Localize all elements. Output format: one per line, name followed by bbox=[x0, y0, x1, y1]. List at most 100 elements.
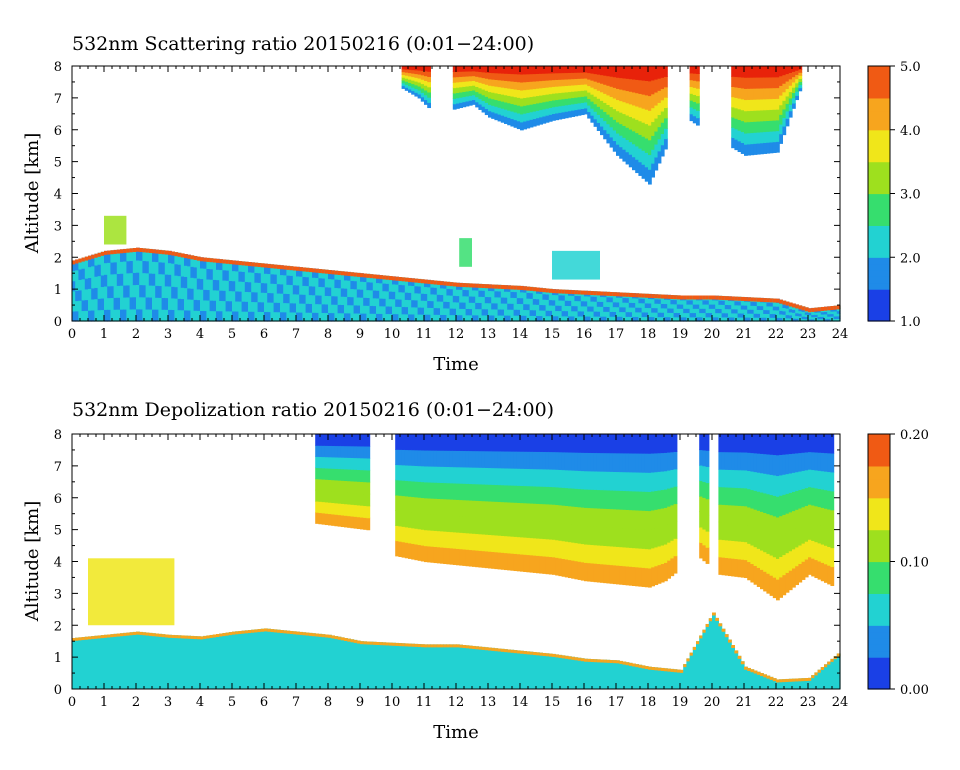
heatmap-cell bbox=[657, 90, 662, 103]
heatmap-cell bbox=[251, 272, 255, 283]
heatmap-cell bbox=[308, 285, 313, 296]
heatmap-cell bbox=[680, 308, 684, 314]
heatmap-cell bbox=[468, 289, 473, 297]
heatmap-cell bbox=[724, 634, 729, 689]
heatmap-cell bbox=[782, 314, 787, 319]
heatmap-cell bbox=[158, 309, 163, 322]
heatmap-cell bbox=[171, 286, 175, 299]
heatmap-cell bbox=[654, 303, 659, 309]
heatmap-cell bbox=[532, 520, 537, 539]
heatmap-cell bbox=[110, 297, 115, 310]
heatmap-cell bbox=[603, 526, 607, 547]
heatmap-cell bbox=[702, 434, 707, 451]
heatmap-cell bbox=[513, 536, 518, 554]
heatmap-cell bbox=[638, 510, 643, 530]
heatmap-cell bbox=[324, 479, 329, 492]
heatmap-cell bbox=[264, 628, 268, 689]
heatmap-cell bbox=[120, 309, 124, 322]
heatmap-cell bbox=[552, 653, 556, 657]
heatmap-cell bbox=[427, 513, 431, 531]
heatmap-cell bbox=[337, 287, 342, 297]
heatmap-cell bbox=[644, 66, 649, 81]
heatmap-cell bbox=[827, 546, 831, 566]
heatmap-cell bbox=[600, 66, 604, 76]
heatmap-cell bbox=[478, 308, 483, 316]
heatmap-cell bbox=[526, 451, 531, 470]
heatmap-cell bbox=[446, 515, 451, 532]
heatmap-cell bbox=[305, 312, 310, 322]
x-tick-label: 11 bbox=[416, 327, 433, 342]
heatmap-cell bbox=[206, 310, 211, 322]
heatmap-cell bbox=[235, 260, 239, 265]
heatmap-cell bbox=[664, 668, 668, 672]
heatmap-cell bbox=[500, 484, 505, 503]
heatmap-cell bbox=[452, 76, 457, 83]
heatmap-cell bbox=[532, 652, 537, 656]
heatmap-cell bbox=[94, 287, 99, 300]
heatmap-cell bbox=[344, 638, 348, 689]
heatmap-cell bbox=[526, 309, 531, 316]
heatmap-cell bbox=[504, 434, 508, 452]
heatmap-cell bbox=[420, 307, 425, 315]
heatmap-cell bbox=[417, 285, 422, 294]
heatmap-cell bbox=[475, 483, 479, 501]
heatmap-cell bbox=[779, 306, 783, 311]
heatmap-cell bbox=[142, 296, 147, 310]
heatmap-cell bbox=[587, 78, 591, 87]
heatmap-cell bbox=[360, 469, 364, 483]
heatmap-cell bbox=[484, 314, 489, 322]
heatmap-cell bbox=[491, 72, 495, 80]
heatmap-cell bbox=[344, 271, 348, 276]
heatmap-cell bbox=[129, 248, 134, 253]
heatmap-cell bbox=[334, 479, 339, 492]
heatmap-cell bbox=[350, 272, 355, 277]
heatmap-cell bbox=[465, 302, 470, 310]
heatmap-cell bbox=[776, 141, 780, 153]
heatmap-cell bbox=[689, 295, 694, 300]
heatmap-cell bbox=[584, 488, 588, 508]
heatmap-cell bbox=[289, 293, 294, 304]
heatmap-cell bbox=[228, 260, 233, 271]
heatmap-cell bbox=[587, 91, 591, 100]
heatmap-cell bbox=[379, 642, 383, 689]
heatmap-cell bbox=[558, 299, 563, 306]
heatmap-cell bbox=[824, 545, 828, 565]
heatmap-cell bbox=[193, 636, 198, 689]
heatmap-cell bbox=[372, 641, 377, 645]
heatmap-cell bbox=[779, 536, 783, 557]
heatmap-cell bbox=[769, 298, 774, 303]
heatmap-cell bbox=[817, 470, 822, 489]
heatmap-cell bbox=[635, 664, 639, 689]
heatmap-cell bbox=[401, 71, 406, 75]
heatmap-cell bbox=[740, 98, 745, 111]
heatmap-cell bbox=[507, 87, 511, 96]
heatmap-cell bbox=[420, 66, 425, 71]
colorbar-segment bbox=[868, 580, 890, 588]
heatmap-cell bbox=[664, 107, 668, 119]
heatmap-cell bbox=[468, 483, 473, 501]
heatmap-cell bbox=[369, 313, 374, 322]
heatmap-cell bbox=[590, 311, 595, 317]
heatmap-cell bbox=[481, 646, 486, 689]
heatmap-cell bbox=[664, 316, 668, 322]
heatmap-cell bbox=[500, 648, 505, 689]
heatmap-cell bbox=[491, 501, 495, 519]
heatmap-cell bbox=[168, 309, 172, 322]
heatmap-cell bbox=[616, 77, 620, 89]
heatmap-cell bbox=[718, 623, 723, 689]
heatmap-cell bbox=[756, 309, 761, 314]
heatmap-cell bbox=[456, 295, 460, 303]
heatmap-cell bbox=[708, 299, 713, 305]
heatmap-cell bbox=[731, 86, 735, 98]
heatmap-cell bbox=[798, 526, 803, 546]
heatmap-cell bbox=[520, 485, 524, 504]
heatmap-cell bbox=[590, 108, 595, 116]
heatmap-cell bbox=[651, 490, 655, 511]
heatmap-cell bbox=[574, 72, 579, 80]
heatmap-cell bbox=[660, 316, 665, 322]
heatmap-cell bbox=[625, 471, 630, 492]
heatmap-cell bbox=[708, 312, 713, 318]
heatmap-cell bbox=[593, 659, 598, 689]
heatmap-cell bbox=[766, 309, 771, 315]
heatmap-cell bbox=[331, 445, 335, 458]
